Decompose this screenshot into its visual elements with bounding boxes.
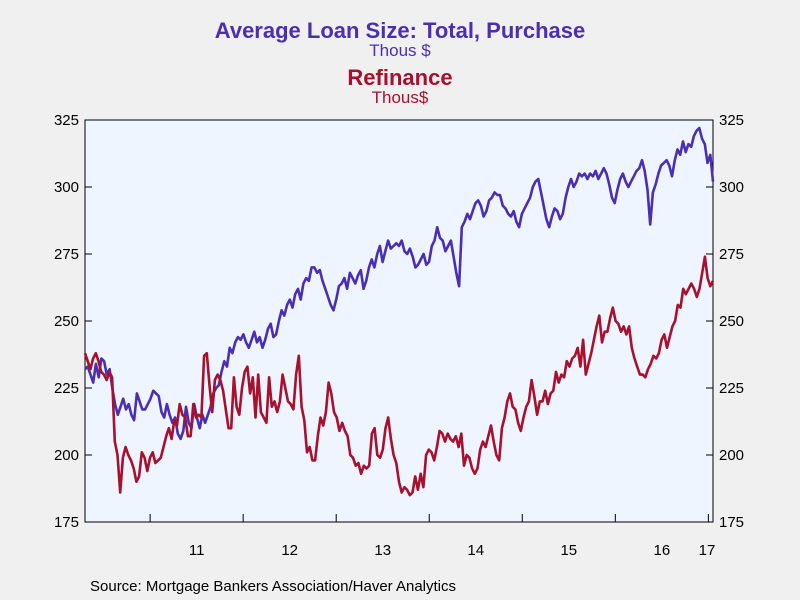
y-tick-label-left: 200 xyxy=(54,447,79,464)
refinance-series-line xyxy=(83,255,715,497)
y-tick-label-left: 300 xyxy=(54,179,79,196)
y-tick-label-right: 225 xyxy=(719,380,744,397)
chart-subtitle: Refinance xyxy=(347,65,453,90)
x-tick-label: 11 xyxy=(189,542,205,559)
x-tick-label: 17 xyxy=(699,542,716,559)
y-tick-label-left: 250 xyxy=(54,313,79,330)
y-tick-label-right: 325 xyxy=(719,112,744,129)
refinance-unit-label: Thous$ xyxy=(371,88,429,107)
y-tick-label-right: 275 xyxy=(719,246,744,263)
axis-ticks xyxy=(85,119,713,523)
x-tick-label: 15 xyxy=(560,542,577,559)
x-tick-label: 12 xyxy=(281,542,298,559)
y-tick-label-left: 325 xyxy=(54,112,79,129)
x-tick-label: 16 xyxy=(653,542,670,559)
purchase-series-line xyxy=(84,126,715,441)
y-tick-label-left: 175 xyxy=(54,514,79,531)
purchase-unit-label: Thous $ xyxy=(369,41,431,60)
y-tick-label-right: 250 xyxy=(719,313,744,330)
y-tick-label-left: 275 xyxy=(54,246,79,263)
y-tick-label-left: 225 xyxy=(54,380,79,397)
series-lines xyxy=(83,126,715,497)
chart-title: Average Loan Size: Total, Purchase xyxy=(214,18,586,43)
y-tick-label-right: 300 xyxy=(719,179,744,196)
x-tick-label: 13 xyxy=(374,542,391,559)
y-tick-label-right: 175 xyxy=(719,514,744,531)
y-tick-label-right: 200 xyxy=(719,447,744,464)
x-tick-label: 14 xyxy=(467,542,484,559)
source-note: Source: Mortgage Bankers Association/Hav… xyxy=(90,578,457,595)
